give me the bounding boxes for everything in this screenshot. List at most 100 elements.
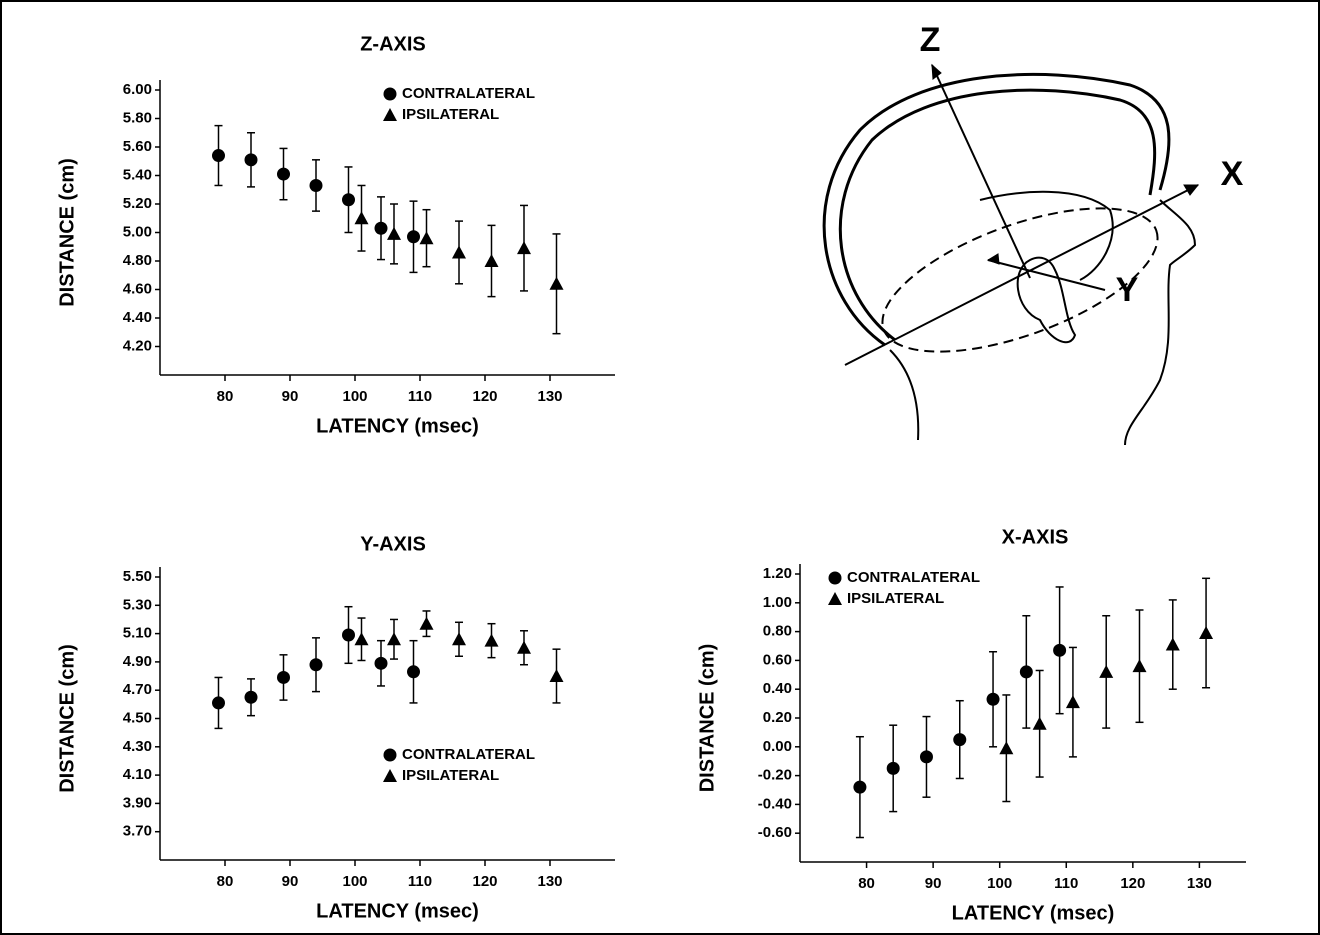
x-tick-label: 130	[537, 388, 562, 405]
x-tick-label: 90	[282, 388, 299, 405]
circle-marker	[277, 670, 290, 684]
diagram-label: X	[1221, 155, 1244, 193]
triangle-marker	[419, 616, 434, 630]
triangle-marker	[549, 276, 564, 290]
legend: CONTRALATERAL IPSILATERAL	[828, 569, 980, 607]
legend-label: IPSILATERAL	[402, 106, 499, 123]
x-tick-label: 90	[925, 875, 942, 892]
x-axis-label: LATENCY (msec)	[316, 415, 479, 437]
x-tick-label: 120	[1120, 875, 1145, 892]
x-tick-label: 110	[408, 873, 432, 890]
circle-marker	[828, 571, 842, 585]
y-tick-label: 4.60	[123, 280, 152, 297]
legend: CONTRALATERAL IPSILATERAL	[383, 746, 535, 784]
y-tick-label: 5.20	[123, 195, 152, 212]
triangle-marker	[517, 241, 531, 255]
y-tick-label: 4.90	[123, 653, 152, 670]
triangle-marker	[484, 633, 499, 647]
circle-marker	[407, 230, 420, 244]
x-tick-label: 120	[472, 388, 497, 405]
y-tick-label: 5.50	[123, 568, 152, 585]
x-tick-label: 110	[1054, 875, 1078, 892]
x-tick-label: 100	[342, 388, 367, 405]
y-tick-label: 4.10	[123, 766, 152, 783]
circle-marker	[1019, 665, 1033, 679]
y-tick-label: 1.20	[763, 565, 792, 582]
triangle-marker	[387, 632, 401, 646]
circle-marker	[212, 696, 225, 710]
skull-outer	[822, 72, 1171, 347]
triangle-marker	[383, 108, 397, 121]
legend-label: IPSILATERAL	[402, 767, 499, 784]
circle-marker	[244, 153, 258, 167]
y-tick-label: 0.60	[763, 651, 792, 668]
circle-marker	[342, 628, 355, 642]
y-tick-label: 3.70	[123, 823, 152, 840]
circle-marker	[986, 692, 1000, 706]
chart: Y-AXIS 3.70 3.90 4.10 4.30 4.50 4.70 4.90 5.10 5.…	[56, 533, 615, 922]
x-tick-label: 110	[408, 388, 432, 405]
legend: CONTRALATERAL IPSILATERAL	[383, 85, 535, 123]
x-tick-label: 80	[217, 388, 234, 405]
y-tick-label: 4.20	[123, 337, 152, 354]
y-axis-label: DISTANCE (cm)	[56, 644, 78, 793]
triangle-marker	[452, 632, 466, 646]
triangle-marker	[1065, 695, 1080, 709]
y-tick-label: 0.40	[763, 680, 792, 697]
triangle-marker	[1199, 626, 1214, 640]
diagram-label: Y	[1116, 271, 1139, 309]
y-tick-label: 4.70	[123, 681, 152, 698]
chart-title: X-AXIS	[1002, 526, 1069, 548]
chart-title: Z-AXIS	[360, 33, 426, 55]
ear	[1016, 256, 1077, 344]
triangle-marker	[549, 669, 564, 683]
triangle-marker	[828, 592, 842, 605]
x-axis-label: LATENCY (msec)	[316, 900, 479, 922]
triangle-marker	[383, 769, 397, 782]
y-tick-label: 0.20	[763, 709, 792, 726]
circle-marker	[919, 750, 933, 764]
circle-marker	[244, 690, 258, 704]
x-tick-label: 120	[472, 873, 497, 890]
triangle-marker	[1132, 659, 1147, 673]
arrowheads	[931, 63, 1200, 265]
triangle-marker	[1165, 637, 1180, 651]
x-axis-label: LATENCY (msec)	[952, 902, 1115, 924]
plane-ellipse	[881, 207, 1159, 353]
x-tick-label: 100	[342, 873, 367, 890]
diagram-label: Z	[920, 21, 941, 59]
brain-base	[979, 190, 1114, 281]
y-tick-label: 6.00	[123, 81, 152, 98]
y-tick-label: -0.60	[758, 824, 792, 841]
chart-title: Y-AXIS	[360, 533, 426, 555]
triangle-marker	[452, 245, 466, 259]
circle-marker	[953, 733, 967, 747]
legend-label: CONTRALATERAL	[402, 746, 535, 763]
y-axis-label: DISTANCE (cm)	[696, 644, 718, 793]
y-tick-label: 5.60	[123, 138, 152, 155]
circle-marker	[342, 193, 355, 207]
y-tick-label: -0.20	[758, 767, 792, 784]
y-tick-label: 0.00	[763, 738, 792, 755]
legend-label: CONTRALATERAL	[847, 569, 980, 586]
triangle-marker	[517, 640, 531, 654]
x-tick-label: 130	[1187, 875, 1212, 892]
circle-marker	[383, 748, 397, 762]
circle-marker	[383, 87, 397, 101]
head-diagram	[822, 63, 1200, 446]
y-tick-label: 4.80	[123, 252, 152, 269]
triangle-marker	[387, 226, 401, 240]
x-tick-label: 90	[282, 873, 299, 890]
circle-marker	[277, 167, 290, 181]
triangle-marker	[1032, 716, 1047, 730]
x-tick-label: 80	[217, 873, 234, 890]
y-tick-label: 4.40	[123, 309, 152, 326]
y-tick-label: 5.10	[123, 625, 152, 642]
skull-inner	[838, 88, 1157, 342]
circle-marker	[309, 178, 323, 192]
circle-marker	[1053, 643, 1067, 657]
x-tick-label: 80	[858, 875, 875, 892]
